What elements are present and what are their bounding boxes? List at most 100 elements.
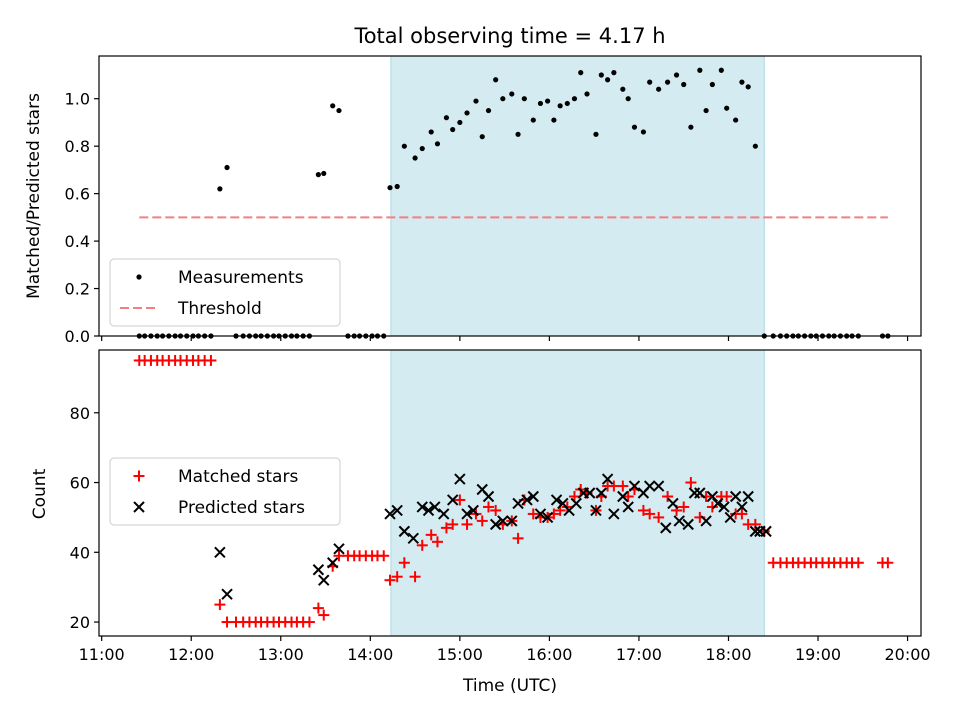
measurement-point: [647, 79, 653, 85]
measurement-point: [640, 129, 647, 135]
matched-star-point: [678, 501, 690, 513]
predicted-star-point: [407, 532, 420, 545]
measurement-point: [724, 105, 730, 111]
predicted-star-point: [694, 487, 706, 499]
predicted-star-point: [326, 557, 339, 569]
legend-box: [109, 258, 341, 327]
legend-swatch: [136, 274, 142, 280]
measurement-point: [457, 119, 463, 126]
matched-star-point: [440, 522, 452, 534]
legend: Matched stars Predicted stars: [109, 457, 341, 526]
matched-star-point: [662, 490, 674, 502]
measurement-point: [564, 100, 570, 107]
predicted-star-point: [467, 504, 479, 517]
measurement-point: [493, 77, 499, 83]
measurement-point: [464, 110, 470, 116]
bottom-panel-y-axis-label: Count: [30, 468, 50, 519]
predicted-star-point: [489, 518, 502, 531]
series-measurements: [136, 67, 891, 339]
measurement-point: [412, 155, 418, 161]
legend-swatch: [133, 501, 145, 513]
predicted-star-point: [706, 490, 719, 503]
matched-star-point: [312, 602, 324, 614]
matched-star-point: [447, 518, 459, 530]
predicted-star-point: [384, 508, 396, 520]
matched-star-point: [461, 518, 473, 530]
predicted-star-point: [673, 515, 685, 527]
observing-window-band: [390, 349, 765, 637]
matched-star-point: [409, 571, 421, 583]
matched-star-point: [205, 354, 217, 366]
series-matched-stars: [133, 354, 894, 628]
measurement-point: [450, 126, 456, 133]
measurement-point: [578, 70, 584, 76]
measurement-point: [321, 170, 327, 177]
matched-star-point: [303, 616, 315, 628]
matched-star-point: [882, 557, 894, 569]
predicted-star-point: [617, 490, 629, 503]
y-tick-label: 0.2: [65, 280, 90, 299]
measurement-point: [479, 134, 485, 140]
legend-swatch: [133, 470, 145, 482]
legend-label: Threshold: [177, 299, 262, 319]
x-tick-label: 14:00: [347, 645, 393, 664]
matched-star-point: [527, 508, 539, 520]
measurement-point: [656, 86, 662, 92]
matched-star-point: [568, 490, 580, 502]
measurement-point: [739, 79, 745, 85]
predicted-star-point: [760, 525, 772, 538]
legend-item: Matched stars: [133, 467, 298, 487]
bottom-panel: 20 40 60 80 11:00 12:00 13:00 14:00 15:00 16:00 17…: [70, 349, 931, 664]
measurement-point: [530, 117, 536, 123]
predicted-star-point: [454, 473, 466, 485]
measurement-point: [394, 183, 400, 190]
axes-frame: [98, 349, 922, 637]
matched-star-point: [425, 529, 437, 541]
predicted-star-point: [736, 501, 748, 513]
predicted-star-point: [583, 487, 596, 499]
predicted-star-point: [527, 490, 539, 503]
measurement-point: [443, 115, 450, 121]
measurement-point: [745, 84, 751, 90]
measurement-point: [697, 67, 703, 73]
measurement-point: [224, 164, 230, 171]
matched-star-point: [214, 599, 226, 611]
x-tick-label: 20:00: [885, 645, 931, 664]
matched-star-point: [483, 501, 495, 513]
measurement-point: [485, 107, 492, 114]
predicted-star-point: [534, 508, 547, 520]
matched-star-point: [512, 532, 524, 544]
predicted-star-point: [608, 508, 620, 520]
legend-box: [109, 457, 341, 526]
measurement-point: [336, 107, 342, 114]
measurement-point: [521, 96, 527, 102]
predicted-star-point: [521, 494, 533, 506]
measurement-point: [733, 117, 739, 123]
predicted-star-point: [601, 473, 614, 485]
legend-item: Measurements: [136, 268, 304, 288]
matched-star-point: [706, 501, 718, 513]
measurement-point: [401, 143, 407, 149]
measurement-point: [434, 141, 441, 147]
predicted-star-point: [682, 518, 694, 531]
measurement-point: [673, 72, 680, 78]
series-predicted-stars: [214, 473, 772, 600]
matched-star-point: [454, 494, 466, 506]
measurement-point: [545, 98, 551, 104]
y-tick-label: 0.8: [65, 137, 90, 156]
x-tick-label: 15:00: [437, 645, 483, 664]
x-axis-label: Time (UTC): [462, 676, 557, 696]
measurement-point: [315, 172, 321, 178]
matched-star-point: [685, 477, 697, 489]
predicted-star-point: [497, 515, 509, 527]
y-tick-label: 60: [70, 474, 90, 493]
measurement-point: [584, 91, 590, 97]
predicted-star-point: [712, 497, 724, 510]
measurement-point: [428, 129, 434, 135]
y-tick-label: 0.4: [65, 232, 90, 251]
x-tick-label: 11:00: [79, 645, 125, 664]
matched-star-point: [644, 508, 656, 520]
measurement-point: [571, 96, 578, 102]
y-tick-label: 1.0: [65, 90, 90, 109]
